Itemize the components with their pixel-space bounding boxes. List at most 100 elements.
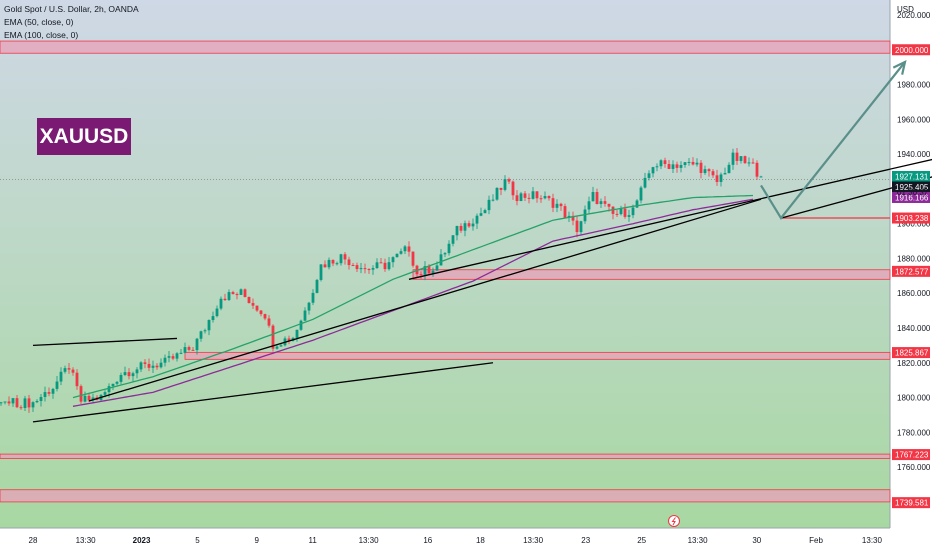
candle-down xyxy=(551,198,555,208)
candle-down xyxy=(147,363,151,368)
time-tick-label: Feb xyxy=(809,536,823,545)
candle-down xyxy=(15,398,19,408)
candle-down xyxy=(367,269,371,271)
ema100-legend: EMA (100, close, 0) xyxy=(4,30,79,40)
candle-up xyxy=(123,372,127,375)
candle-up xyxy=(451,235,455,244)
candle-down xyxy=(347,259,351,266)
candle-down xyxy=(71,369,75,373)
time-tick-label: 25 xyxy=(637,536,646,545)
candle-up xyxy=(227,292,231,301)
candle-up xyxy=(319,264,323,280)
candle-up xyxy=(671,164,675,169)
trendline xyxy=(32,362,494,423)
projection-arrow[interactable] xyxy=(760,59,907,221)
candle-up xyxy=(303,310,307,321)
candle-up xyxy=(587,201,591,210)
candle-down xyxy=(675,164,679,168)
time-axis[interactable]: 28 13:30 2023 5 9 11 13:30 16 18 13:30 23 25 13:30 30… xyxy=(29,536,883,545)
candle-down xyxy=(559,203,563,207)
time-tick-label: 2023 xyxy=(133,536,151,545)
price-axis[interactable]: 1760.000 1780.000 1800.000 1820.000 1840.000… xyxy=(892,11,931,509)
time-tick-label: 9 xyxy=(254,536,259,545)
candle-down xyxy=(351,265,355,267)
price-level-badge xyxy=(892,170,930,182)
price-level-badge xyxy=(892,212,930,224)
candle-down xyxy=(595,192,599,205)
candle-down xyxy=(575,220,579,233)
candle-up xyxy=(167,356,171,358)
candle-up xyxy=(719,174,723,182)
zone-band xyxy=(0,40,891,54)
candle-up xyxy=(651,167,655,174)
candle-up xyxy=(479,213,483,216)
candle-up xyxy=(23,398,27,409)
candle-down xyxy=(47,392,51,394)
candle-down xyxy=(383,262,387,270)
candle-up xyxy=(179,352,183,354)
trendline xyxy=(88,198,762,402)
candle-up xyxy=(503,179,507,190)
candle-down xyxy=(247,296,251,304)
ema50-legend: EMA (50, close, 0) xyxy=(4,17,74,27)
candle-down xyxy=(427,266,431,274)
candle-up xyxy=(403,246,407,252)
candle-up xyxy=(619,208,623,215)
candle-up xyxy=(279,345,283,347)
time-tick-label: 30 xyxy=(752,536,761,545)
candle-up xyxy=(175,353,179,359)
candle-up xyxy=(455,225,459,236)
candle-up xyxy=(435,265,439,271)
candle-up xyxy=(727,164,731,174)
price-tick-label: 2020.000 xyxy=(897,11,931,20)
candle-down xyxy=(459,225,463,231)
candle-down xyxy=(547,196,551,199)
candle-down xyxy=(515,195,519,202)
time-tick-label: 18 xyxy=(476,536,485,545)
candle-up xyxy=(723,173,727,175)
alert-icon[interactable] xyxy=(668,515,680,527)
candle-up xyxy=(159,362,163,368)
candle-down xyxy=(623,208,627,217)
candle-down xyxy=(235,294,239,296)
trendline xyxy=(32,337,178,347)
candle-down xyxy=(67,368,71,370)
price-level-label: 2000.000 xyxy=(895,46,929,55)
price-level-label: 1903.238 xyxy=(895,214,929,223)
candle-up xyxy=(315,279,319,293)
candle-up xyxy=(599,201,603,205)
candle-up xyxy=(239,289,243,295)
candle-down xyxy=(735,152,739,161)
zone-band xyxy=(184,351,891,360)
candle-down xyxy=(407,246,411,252)
candle-up xyxy=(51,388,55,394)
time-tick-label: 11 xyxy=(308,536,317,545)
candle-down xyxy=(255,305,259,311)
candle-up xyxy=(647,173,651,178)
candle-down xyxy=(75,372,79,387)
symbol-watermark: XAUUSD xyxy=(37,118,131,155)
candle-up xyxy=(487,199,491,211)
candle-down xyxy=(27,398,31,408)
candle-up xyxy=(183,347,187,353)
symbol-title: Gold Spot / U.S. Dollar, 2h, OANDA xyxy=(4,4,139,14)
price-tick-label: 1840.000 xyxy=(897,324,931,333)
candle-up xyxy=(475,215,479,224)
candle-down xyxy=(607,203,611,207)
candle-down xyxy=(711,171,715,176)
candle-down xyxy=(707,169,711,172)
candle-up xyxy=(739,156,743,161)
time-tick-label: 28 xyxy=(29,536,38,545)
bar-countdown: 01:30:37 xyxy=(897,188,929,197)
candle-down xyxy=(79,386,83,402)
candle-down xyxy=(507,179,511,182)
candle-up xyxy=(39,397,43,401)
candle-up xyxy=(759,176,763,178)
candle-up xyxy=(0,402,3,404)
candle-up xyxy=(295,329,299,338)
candle-up xyxy=(207,320,211,331)
candle-up xyxy=(135,369,139,374)
candle-down xyxy=(231,292,235,295)
candle-up xyxy=(311,292,315,303)
